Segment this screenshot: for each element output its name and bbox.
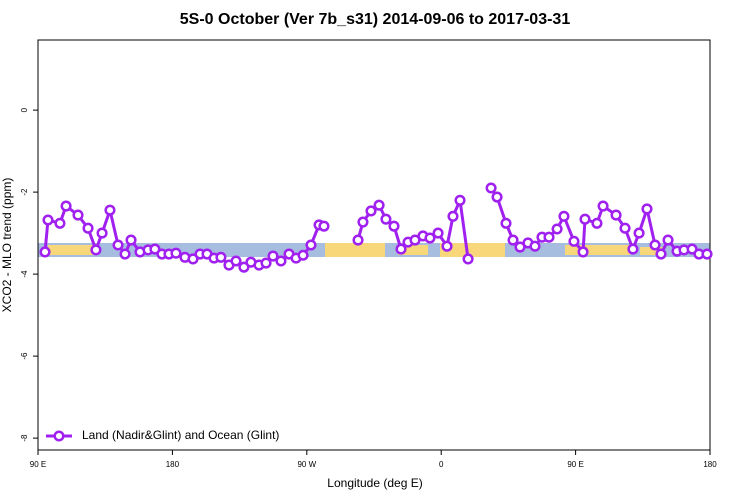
data-point <box>125 234 137 246</box>
data-point <box>577 246 589 258</box>
data-point <box>454 194 466 206</box>
x-tick-label: 0 <box>439 460 444 469</box>
data-point <box>491 191 503 203</box>
data-point <box>424 232 436 244</box>
data-point <box>96 227 108 239</box>
data-point <box>230 255 242 267</box>
y-tick-label: -4 <box>20 270 29 278</box>
data-point <box>42 214 54 226</box>
data-point <box>529 240 541 252</box>
data-point <box>649 239 661 251</box>
data-point <box>90 244 102 256</box>
legend-label: Land (Nadir&Glint) and Ocean (Glint) <box>82 428 279 442</box>
data-point <box>352 234 364 246</box>
data-point <box>395 243 407 255</box>
data-point <box>72 209 84 221</box>
y-tick-label: -8 <box>20 434 29 442</box>
data-point <box>558 210 570 222</box>
data-point <box>447 210 459 222</box>
data-point <box>357 216 369 228</box>
data-point <box>591 217 603 229</box>
data-point <box>373 199 385 211</box>
data-point <box>641 203 653 215</box>
data-point <box>597 200 609 212</box>
data-point <box>441 240 453 252</box>
data-point <box>633 227 645 239</box>
x-tick-label: 90 E <box>567 460 583 469</box>
land-strip <box>398 245 428 255</box>
data-point <box>568 235 580 247</box>
data-point <box>655 248 667 260</box>
data-point <box>119 248 131 260</box>
legend-marker <box>53 430 65 442</box>
data-point <box>305 239 317 251</box>
data-point <box>579 213 591 225</box>
data-point <box>39 246 51 258</box>
data-point <box>54 217 66 229</box>
data-point <box>238 261 250 273</box>
data-point <box>275 255 287 267</box>
data-point <box>388 220 400 232</box>
data-point <box>318 220 330 232</box>
data-point <box>60 200 72 212</box>
data-point <box>215 251 227 263</box>
data-point <box>380 213 392 225</box>
data-point <box>297 249 309 261</box>
data-point <box>619 222 631 234</box>
x-tick-label: 90 E <box>30 460 46 469</box>
land-strip <box>440 243 505 257</box>
data-point <box>627 243 639 255</box>
data-point <box>507 234 519 246</box>
data-point <box>149 243 161 255</box>
data-point <box>485 182 497 194</box>
data-point <box>543 231 555 243</box>
data-point <box>260 257 272 269</box>
land-strip <box>565 245 630 255</box>
data-point <box>662 234 674 246</box>
y-tick-label: -2 <box>20 188 29 196</box>
data-point <box>267 250 279 262</box>
plot-frame <box>37 39 711 451</box>
y-axis-label: XCO2 - MLO trend (ppm) <box>0 178 14 313</box>
x-axis-label: Longitude (deg E) <box>327 476 422 490</box>
land-strip <box>325 243 385 257</box>
x-tick-label: 90 W <box>297 460 316 469</box>
y-tick-label: -6 <box>20 352 29 360</box>
data-point <box>701 248 713 260</box>
data-point <box>365 205 377 217</box>
data-point <box>82 222 94 234</box>
data-point <box>500 217 512 229</box>
x-tick-label: 180 <box>703 460 717 469</box>
data-point <box>170 247 182 259</box>
data-point <box>112 239 124 251</box>
land-strip <box>48 245 98 255</box>
y-tick-label: 0 <box>20 107 29 112</box>
data-point <box>610 209 622 221</box>
data-point <box>432 227 444 239</box>
land-strip <box>640 247 665 255</box>
data-point <box>187 253 199 265</box>
x-tick-label: 180 <box>166 460 180 469</box>
data-point <box>462 253 474 265</box>
chart-title: 5S-0 October (Ver 7b_s31) 2014-09-06 to … <box>180 11 571 28</box>
data-point <box>551 223 563 235</box>
data-point <box>104 204 116 216</box>
